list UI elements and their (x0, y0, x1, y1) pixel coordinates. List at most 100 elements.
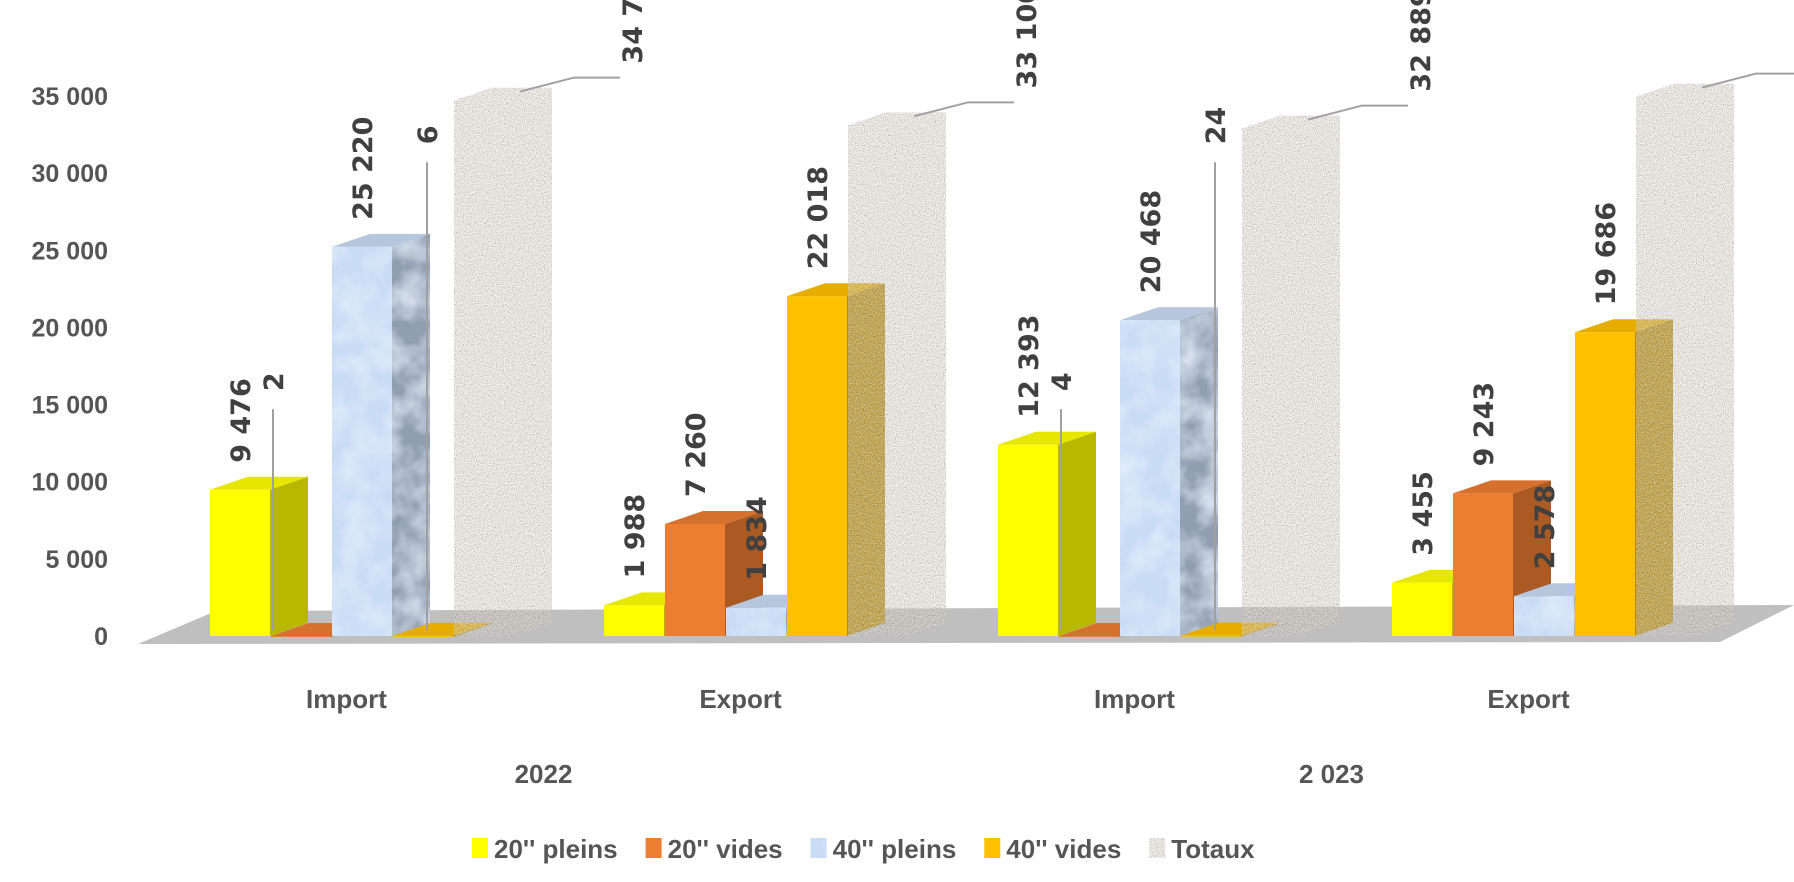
legend-swatch (984, 838, 1001, 858)
leader-line (1701, 72, 1794, 89)
data-label: 34 704 (618, 0, 649, 64)
bar (454, 87, 552, 637)
bar (1242, 115, 1340, 637)
bar-top (848, 112, 946, 126)
bar (332, 233, 430, 637)
legend-item: Totaux (1149, 834, 1255, 864)
bar-side (1302, 115, 1340, 637)
legend-swatch (810, 838, 827, 858)
bar-side (1058, 431, 1096, 636)
category-label: Import (1094, 684, 1175, 714)
bar-front (1636, 96, 1696, 636)
data-label: 33 100 (1012, 0, 1043, 88)
y-tick-label: 35 000 (32, 83, 108, 111)
data-label: 12 393 (1014, 314, 1045, 417)
data-label: 1 988 (620, 494, 651, 579)
data-label: 7 260 (681, 412, 712, 497)
bar-side (514, 87, 552, 637)
bar-side (1696, 83, 1734, 636)
bar-top (454, 87, 552, 101)
y-tick-label: 20 000 (32, 314, 108, 342)
y-tick-label: 0 (94, 623, 108, 651)
legend-label: 20'' vides (668, 834, 783, 864)
bar (848, 112, 946, 637)
bar-top (1242, 115, 1340, 129)
group-label: 2022 (515, 759, 573, 789)
y-tick-label: 15 000 (32, 392, 108, 420)
bar-top (1120, 307, 1218, 321)
legend-item: 40'' pleins (810, 834, 957, 864)
data-label: 2 (259, 372, 290, 391)
bar-front (1059, 635, 1119, 637)
data-label: 4 (1047, 372, 1078, 391)
legend-swatch (1149, 838, 1166, 858)
data-label: 24 (1201, 107, 1232, 145)
legend-label: 20'' pleins (494, 834, 618, 864)
data-label: 3 455 (1408, 471, 1439, 556)
bar (998, 431, 1096, 636)
legend-item: 40'' vides (984, 834, 1121, 864)
bar-top (665, 510, 763, 524)
category-label: Export (699, 684, 782, 714)
legend-label: 40'' vides (1006, 834, 1121, 864)
legend-item: 20'' vides (645, 834, 783, 864)
bar (1120, 307, 1218, 636)
bar-front (332, 246, 392, 637)
bar-front (454, 100, 514, 637)
category-label: Export (1487, 684, 1570, 714)
bar-front (998, 444, 1058, 636)
bar-front (665, 523, 725, 636)
y-tick-label: 5 000 (45, 546, 108, 574)
category-label: Import (306, 684, 387, 714)
bar-front (393, 635, 453, 637)
bar-front (1392, 582, 1452, 636)
data-label: 20 468 (1136, 190, 1167, 293)
bar-front (726, 607, 786, 636)
data-label: 9 476 (226, 378, 257, 463)
bar (210, 476, 308, 636)
legend-label: 40'' pleins (833, 834, 957, 864)
bar (1636, 83, 1734, 636)
bar-front (1575, 332, 1635, 636)
bar-front (1514, 596, 1574, 636)
bar-side (270, 476, 308, 636)
bar-front (1453, 493, 1513, 636)
bar-side (392, 233, 430, 637)
bar-top (998, 431, 1096, 445)
leader-line (913, 101, 1014, 118)
data-label: 1 834 (742, 496, 773, 581)
data-label: 19 686 (1591, 202, 1622, 305)
bar-top (332, 233, 430, 247)
legend-item: 20'' pleins (472, 834, 618, 864)
bar-front (604, 605, 664, 636)
data-label: 25 220 (348, 117, 379, 220)
bar-side (1180, 307, 1218, 636)
data-label: 22 018 (803, 166, 834, 269)
y-tick-label: 10 000 (32, 469, 108, 497)
bar-top (210, 476, 308, 490)
bar-top (1636, 83, 1734, 97)
data-label: 2 578 (1530, 485, 1561, 570)
legend-swatch (472, 838, 488, 858)
group-label: 2 023 (1299, 759, 1364, 789)
bar-front (848, 125, 908, 637)
data-label: 32 889 (1406, 0, 1437, 92)
bar-front (1242, 128, 1302, 637)
legend-label: Totaux (1171, 834, 1255, 864)
leader-line (1307, 104, 1408, 121)
bar-top (1453, 480, 1551, 494)
bar-front (210, 489, 270, 636)
bar-front (1181, 635, 1241, 637)
data-label: 9 243 (1469, 382, 1500, 467)
legend-swatch (645, 838, 662, 858)
y-tick-label: 30 000 (32, 160, 108, 188)
bar-front (1120, 320, 1180, 636)
bar-front (271, 635, 331, 637)
data-label: 6 (413, 125, 444, 144)
bar-front (787, 296, 847, 636)
bar-side (908, 112, 946, 637)
y-tick-label: 25 000 (32, 237, 108, 265)
leader-line (519, 76, 620, 93)
